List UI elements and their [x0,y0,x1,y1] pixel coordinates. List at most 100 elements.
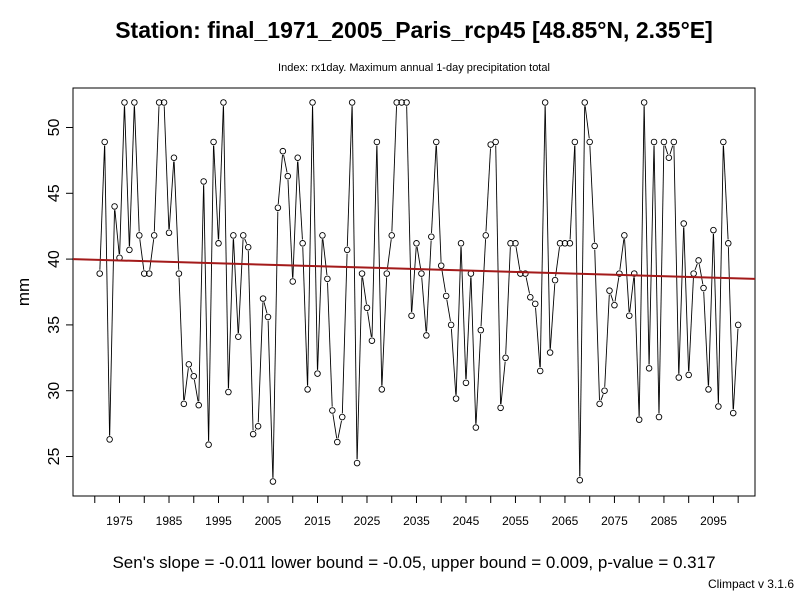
data-point [338,413,346,421]
series-segment [574,145,581,477]
x-tick-label: 2075 [601,514,628,528]
series-segment [535,307,541,368]
data-point [452,395,460,402]
data-point [249,430,257,438]
series-segment [168,161,175,230]
data-point [477,326,485,334]
y-tick-label: 25 [46,448,63,466]
data-point [710,226,717,234]
data-point [205,441,212,448]
series-segment [549,283,556,349]
series-segment [346,106,353,247]
series-segment [134,106,140,232]
data-point [195,401,202,409]
data-point [230,232,237,239]
data-point [640,99,648,106]
data-point [329,407,336,414]
series-segment [257,302,264,423]
data-point [244,244,252,251]
version-label: Climpact v 3.1.6 [708,577,794,591]
series-segment [302,247,308,386]
series-segment [99,145,105,270]
series-segment [435,145,442,262]
series-segment [149,239,155,270]
data-point [472,424,480,431]
data-point [240,232,247,239]
series-segment [213,145,219,240]
data-point [121,99,128,106]
series-segment [351,106,358,460]
data-point [556,240,564,247]
series-segment [495,145,501,405]
data-point [220,99,227,106]
trend-statistics: Sen's slope = -0.011 lower bound = -0.05… [112,553,715,572]
series-segment [694,263,698,271]
data-point [621,232,628,239]
series-segment [515,246,521,270]
series-segment [277,154,283,205]
data-point [685,371,692,379]
series-segment [337,420,342,439]
series-segment [124,106,130,247]
data-point [725,240,732,247]
x-tick-label: 1995 [205,514,232,528]
data-point [304,386,311,393]
series-segment [183,368,189,401]
data-point [665,154,673,162]
data-point [497,404,504,412]
data-point [319,232,326,239]
data-point [428,233,435,240]
series-segment [426,240,432,332]
trend-line [72,258,756,280]
series-segment [189,367,193,373]
data-point [507,240,514,247]
y-tick-label: 50 [46,118,63,136]
series-segment [460,247,467,380]
series-segment [341,253,348,414]
series-segment [153,106,160,232]
data-point [150,232,158,239]
data-point [601,387,608,394]
series-segment [178,277,185,401]
data-point [175,270,183,277]
data-point [358,270,366,277]
data-point [106,436,113,443]
data-point [626,312,633,319]
series-segment [713,233,719,403]
data-point [437,262,445,269]
series-segment [381,277,388,386]
x-tick-label: 2085 [651,514,678,528]
data-point [170,154,178,162]
data-point [254,422,262,430]
series-layer [96,99,742,485]
data-point [314,370,321,377]
series-segment [698,264,704,285]
data-point [660,138,668,146]
data-point [378,386,386,393]
data-point [398,99,405,106]
x-tick-label: 1975 [106,514,133,528]
series-segment [391,106,397,232]
data-point [190,372,198,380]
series-segment [569,145,576,240]
series-segment [653,145,660,414]
data-point [616,270,623,277]
chart-title: Station: final_1971_2005_Paris_rcp45 [48… [115,17,713,43]
data-point [650,138,658,146]
series-segment [678,227,685,374]
series-segment [727,247,734,410]
series-segment [411,247,417,312]
series-segment [193,379,199,402]
series-segment [163,106,170,229]
series-segment [119,106,125,254]
data-point [200,178,207,185]
plot-frame [72,87,756,497]
data-point [96,270,103,277]
data-point [522,270,529,277]
series-segment [376,145,383,386]
data-point [571,138,579,146]
x-tick-label: 2095 [700,514,727,528]
data-point [611,301,618,309]
y-axis: 25 30 35 40 45 50 [46,118,74,466]
series-segment [446,299,451,322]
